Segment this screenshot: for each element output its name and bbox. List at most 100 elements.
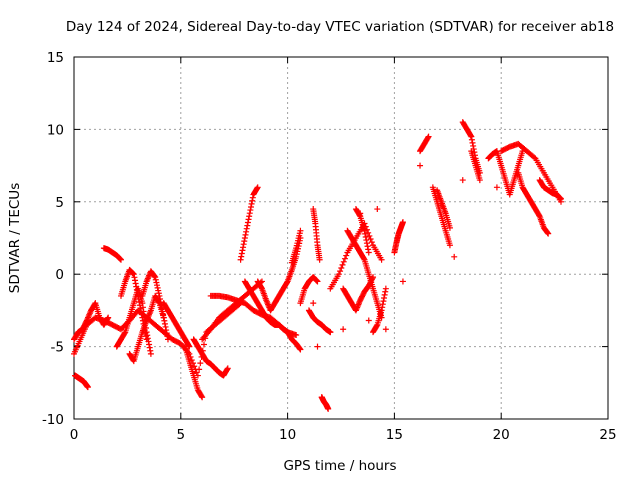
data-point xyxy=(327,329,334,336)
data-point xyxy=(246,213,253,220)
data-point xyxy=(249,194,256,201)
data-point xyxy=(399,278,406,285)
data-point xyxy=(318,394,325,401)
data-point xyxy=(367,236,374,243)
x-tick-label: 15 xyxy=(386,427,403,443)
data-point xyxy=(283,279,290,286)
data-point xyxy=(365,229,372,236)
data-point xyxy=(240,244,247,251)
data-point xyxy=(130,357,137,364)
data-point xyxy=(531,154,538,161)
data-point xyxy=(246,210,253,217)
data-point xyxy=(364,243,371,250)
data-point xyxy=(337,268,344,275)
data-point xyxy=(146,344,153,351)
data-point xyxy=(470,142,477,149)
data-point xyxy=(161,320,168,327)
data-point xyxy=(153,279,160,286)
data-point xyxy=(117,256,124,263)
data-point xyxy=(117,256,124,263)
data-point xyxy=(151,273,158,280)
data-point xyxy=(83,318,90,325)
data-point xyxy=(241,235,248,241)
data-point xyxy=(247,207,254,214)
data-point xyxy=(341,255,348,262)
data-point xyxy=(193,369,200,376)
x-tick-label: 10 xyxy=(279,427,296,443)
data-point xyxy=(297,227,304,234)
data-point xyxy=(369,275,376,282)
data-point xyxy=(365,317,372,324)
data-point xyxy=(380,298,387,305)
data-point xyxy=(378,307,385,314)
data-point xyxy=(379,301,386,308)
data-point xyxy=(373,322,380,329)
data-point xyxy=(155,287,162,294)
chart-title: Day 124 of 2024, Sidereal Day-to-day VTE… xyxy=(66,19,614,35)
data-point xyxy=(556,194,563,201)
data-point xyxy=(374,206,381,213)
data-point xyxy=(476,177,483,184)
data-point xyxy=(335,271,342,278)
data-point xyxy=(314,278,321,285)
x-axis-label: GPS time / hours xyxy=(283,458,396,474)
data-point xyxy=(399,219,406,226)
data-point xyxy=(310,300,317,307)
data-point xyxy=(247,203,254,210)
data-point xyxy=(199,394,206,401)
x-tick-label: 25 xyxy=(599,427,616,443)
data-point xyxy=(469,139,476,146)
data-point xyxy=(381,291,388,298)
data-point xyxy=(91,301,98,308)
data-point xyxy=(545,230,552,237)
data-point xyxy=(362,233,369,240)
data-point xyxy=(121,330,128,337)
data-point xyxy=(339,261,346,268)
data-point xyxy=(224,366,231,373)
data-point xyxy=(382,326,389,333)
data-point xyxy=(143,336,150,343)
data-point xyxy=(84,384,91,391)
data-point xyxy=(191,363,198,370)
data-point xyxy=(244,222,251,229)
data-point xyxy=(164,336,171,343)
data-point xyxy=(366,232,373,239)
data-point xyxy=(241,238,248,245)
data-point xyxy=(254,184,261,191)
x-tick-label: 0 xyxy=(70,427,79,443)
data-point xyxy=(361,227,368,234)
data-point xyxy=(378,256,385,263)
data-point xyxy=(297,346,304,353)
data-point xyxy=(240,241,247,248)
data-points-layer xyxy=(71,119,565,412)
data-point xyxy=(446,242,453,249)
grid-layer xyxy=(74,57,608,419)
data-point xyxy=(135,296,142,303)
data-point xyxy=(242,231,249,238)
data-point xyxy=(136,299,143,306)
data-point xyxy=(343,252,350,259)
y-tick-label: 15 xyxy=(47,50,64,66)
data-point xyxy=(316,256,323,263)
data-point xyxy=(459,177,466,184)
data-point xyxy=(313,277,320,284)
y-axis-label: SDTVAR / TECUs xyxy=(7,183,23,293)
data-point xyxy=(197,360,204,367)
data-point xyxy=(558,195,565,202)
y-tick-label: 0 xyxy=(55,267,64,283)
data-point xyxy=(536,212,543,219)
data-point xyxy=(105,314,112,321)
y-tick-label: 10 xyxy=(47,122,64,138)
data-point xyxy=(138,308,145,315)
data-point xyxy=(163,327,170,334)
data-point xyxy=(147,347,154,354)
data-point xyxy=(154,284,161,291)
data-point xyxy=(293,332,300,339)
data-point xyxy=(296,345,303,352)
data-point xyxy=(381,294,388,301)
data-point xyxy=(338,264,345,271)
data-point xyxy=(130,270,137,277)
data-point xyxy=(313,277,320,284)
data-point xyxy=(161,317,168,324)
data-point xyxy=(254,185,261,192)
